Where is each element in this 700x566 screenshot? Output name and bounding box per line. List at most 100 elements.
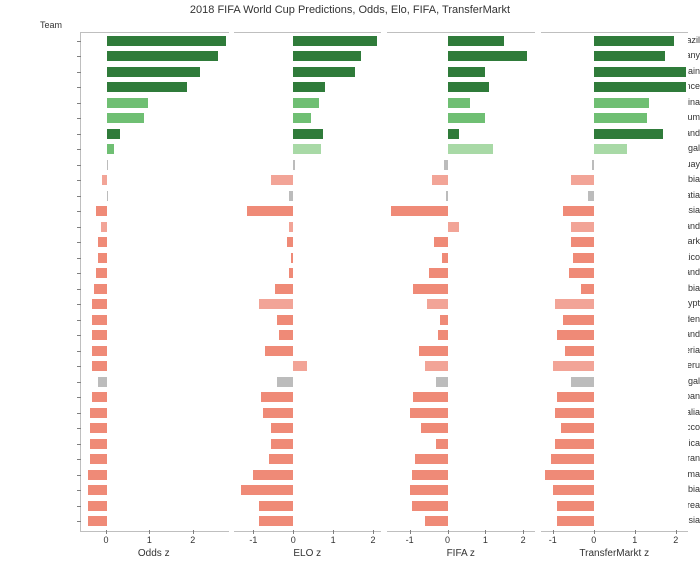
bar	[594, 98, 649, 108]
bar	[94, 284, 107, 294]
bar	[291, 253, 293, 263]
bar	[571, 237, 594, 247]
bar	[88, 485, 108, 495]
x-axis-title: ELO z	[293, 548, 321, 559]
bar	[90, 454, 107, 464]
chart-title: 2018 FIFA World Cup Predictions, Odds, E…	[0, 4, 700, 16]
bar	[571, 222, 594, 232]
x-axis-title: Odds z	[138, 548, 170, 559]
bar	[293, 113, 311, 123]
bar	[259, 299, 293, 309]
bar	[446, 191, 448, 201]
bar	[101, 222, 108, 232]
bar	[259, 516, 293, 526]
bar	[557, 516, 594, 526]
bar	[555, 299, 594, 309]
bar	[107, 191, 108, 201]
x-tick-label: 0	[104, 535, 109, 545]
bar	[293, 82, 325, 92]
bar	[432, 175, 447, 185]
panel	[234, 32, 382, 532]
bar	[269, 454, 293, 464]
bar	[557, 392, 594, 402]
bar	[594, 129, 664, 139]
bar	[241, 485, 293, 495]
bar	[287, 237, 293, 247]
figure: 2018 FIFA World Cup Predictions, Odds, E…	[0, 0, 700, 566]
bar	[107, 160, 108, 170]
bar	[107, 98, 148, 108]
bar	[569, 268, 594, 278]
bar	[551, 454, 594, 464]
bar	[107, 144, 114, 154]
bar	[92, 315, 107, 325]
bar	[448, 144, 493, 154]
bar	[415, 454, 447, 464]
x-tick-label: 0	[291, 535, 296, 545]
bar	[438, 330, 447, 340]
bar	[448, 222, 459, 232]
bar	[555, 439, 594, 449]
bar	[448, 129, 459, 139]
x-tick-label: 1	[147, 535, 152, 545]
bar	[90, 439, 107, 449]
bar	[275, 284, 293, 294]
bar	[413, 392, 447, 402]
bar	[391, 206, 448, 216]
bar	[277, 377, 293, 387]
bar	[571, 377, 594, 387]
bar	[421, 423, 447, 433]
x-axis-title: FIFA z	[447, 548, 475, 559]
bar	[565, 346, 594, 356]
bar	[259, 501, 293, 511]
x-tick-label: 0	[445, 535, 450, 545]
x-tick-label: -1	[406, 535, 414, 545]
bar	[425, 516, 448, 526]
bar	[90, 408, 107, 418]
bar	[553, 361, 594, 371]
bar	[594, 113, 647, 123]
bar	[425, 361, 448, 371]
bar	[253, 470, 293, 480]
bar	[427, 299, 448, 309]
bar	[90, 423, 107, 433]
bar	[265, 346, 293, 356]
bar	[289, 268, 293, 278]
bar	[277, 315, 293, 325]
bar	[289, 191, 293, 201]
bar	[98, 377, 107, 387]
bar	[107, 67, 200, 77]
bar	[557, 330, 594, 340]
bar	[410, 408, 448, 418]
bar	[271, 175, 293, 185]
bar	[592, 160, 594, 170]
bar	[448, 82, 490, 92]
bar	[588, 191, 594, 201]
bar	[98, 237, 107, 247]
bar	[92, 330, 107, 340]
bar	[293, 129, 323, 139]
x-tick-label: -1	[249, 535, 257, 545]
bar	[434, 237, 447, 247]
bar	[448, 36, 505, 46]
bar	[88, 470, 108, 480]
bar	[545, 470, 594, 480]
bar	[247, 206, 293, 216]
bar	[412, 470, 448, 480]
x-tick-label: 1	[632, 535, 637, 545]
bar	[419, 346, 447, 356]
bar	[96, 268, 107, 278]
bar	[563, 315, 594, 325]
bar	[448, 51, 527, 61]
bar	[263, 408, 293, 418]
bar	[440, 315, 448, 325]
bar	[293, 67, 355, 77]
bar	[293, 51, 361, 61]
bar	[563, 206, 594, 216]
bar	[412, 501, 448, 511]
x-tick-label: 1	[331, 535, 336, 545]
bar	[555, 408, 594, 418]
bar	[92, 299, 107, 309]
x-tick-label: -1	[549, 535, 557, 545]
bar	[573, 253, 593, 263]
